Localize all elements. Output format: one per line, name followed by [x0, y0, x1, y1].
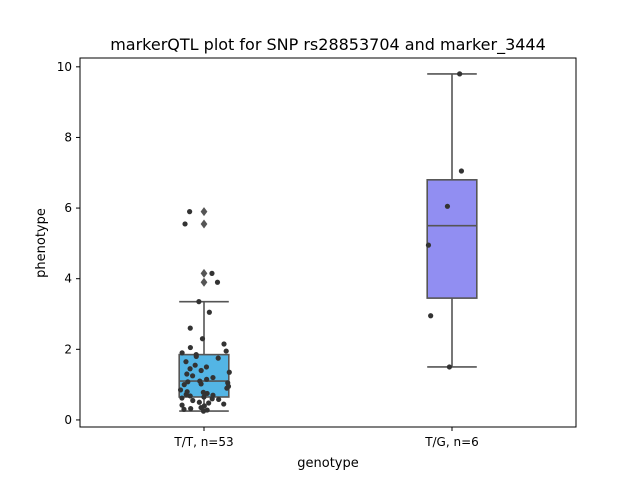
data-point	[457, 71, 463, 77]
data-point	[179, 395, 185, 401]
data-point	[184, 371, 190, 377]
data-point	[187, 209, 193, 215]
data-point	[209, 270, 215, 276]
plot-area	[177, 71, 478, 414]
data-point	[181, 382, 187, 388]
data-point	[182, 221, 188, 227]
data-point	[204, 407, 210, 413]
outlier-marker	[200, 268, 208, 278]
data-point	[216, 396, 222, 403]
data-point	[187, 344, 193, 351]
outlier-marker	[200, 277, 208, 287]
data-point	[206, 400, 212, 406]
data-point	[221, 341, 227, 347]
plot-frame	[79, 57, 577, 428]
data-point	[223, 348, 229, 354]
outlier-marker	[200, 207, 208, 217]
data-point	[215, 355, 221, 361]
y-axis-label: phenotype	[34, 208, 49, 278]
data-point	[201, 403, 207, 409]
data-point	[226, 369, 232, 375]
data-point	[210, 392, 216, 398]
data-point	[444, 203, 451, 209]
data-point	[177, 387, 184, 393]
data-point	[189, 373, 196, 379]
data-point	[190, 397, 196, 404]
outlier-marker	[200, 219, 208, 229]
y-tick-label: 6	[64, 201, 72, 215]
data-point	[201, 394, 207, 400]
data-point	[214, 279, 221, 285]
data-point	[179, 402, 185, 408]
data-point	[200, 389, 206, 395]
chart-title: markerQTL plot for SNP rs28853704 and ma…	[110, 35, 546, 55]
box-group-0	[177, 207, 232, 414]
data-point	[458, 168, 465, 174]
y-tick-label: 2	[64, 342, 72, 356]
x-axis-label: genotype	[297, 456, 358, 471]
data-point	[192, 362, 198, 368]
data-point	[179, 350, 185, 356]
data-point	[204, 376, 210, 382]
data-point	[188, 406, 194, 412]
data-point	[187, 325, 193, 331]
y-tick-label: 8	[64, 130, 72, 144]
data-point	[196, 299, 202, 305]
data-point	[187, 393, 193, 399]
data-point	[210, 374, 216, 381]
y-tick-label: 0	[64, 413, 72, 427]
y-axis: 0 2 4 6 8 10	[57, 60, 80, 427]
data-point	[181, 406, 187, 412]
data-point	[193, 352, 199, 358]
data-point	[184, 389, 190, 395]
data-point	[197, 378, 203, 384]
data-point	[196, 399, 202, 405]
data-point	[206, 309, 212, 315]
data-point	[199, 336, 206, 342]
data-point	[428, 313, 434, 319]
x-axis: T/T, n=53 T/G, n=6	[173, 427, 479, 449]
x-tick-label: T/G, n=6	[424, 435, 479, 449]
data-point	[183, 359, 189, 365]
data-point	[225, 380, 231, 386]
data-point	[185, 379, 191, 385]
data-point	[203, 364, 210, 370]
data-point	[425, 242, 432, 248]
x-tick-label: T/T, n=53	[173, 435, 233, 449]
data-point	[221, 401, 227, 407]
data-point	[446, 364, 453, 370]
box-iqr	[426, 179, 478, 299]
data-point	[187, 366, 193, 372]
box-group-1	[425, 71, 478, 370]
y-tick-label: 4	[64, 272, 72, 286]
y-tick-label: 10	[57, 60, 72, 74]
data-point	[198, 367, 204, 374]
